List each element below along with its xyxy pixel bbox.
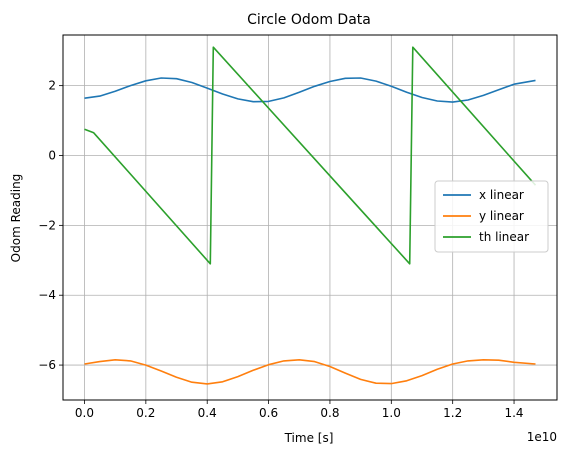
x-tick-label: 0.6 [259,406,278,420]
x-tick-label: 1.0 [382,406,401,420]
y-tick-label: −2 [38,218,56,232]
legend-label: x linear [479,188,524,202]
y-axis-label: Odom Reading [9,174,23,263]
y-axis-ticks: 2 0 −2 −4 −6 [38,79,63,372]
x-axis-label: Time [s] [284,431,334,445]
legend-label: th linear [479,230,529,244]
x-tick-label: 0.0 [75,406,94,420]
x-tick-label: 0.8 [320,406,339,420]
plot-frame [62,34,558,401]
legend-box [434,180,549,253]
series-line-th-linear [84,46,537,265]
x-tick-label: 1.2 [443,406,462,420]
x-tick-label: 1.4 [504,406,523,420]
x-tick-label: 0.2 [136,406,155,420]
series-line-x-linear [84,77,536,103]
legend: x linear y linear th linear [434,180,549,253]
series-line-y-linear [84,358,536,385]
y-tick-label: −6 [38,358,56,372]
y-tick-label: −4 [38,288,56,302]
y-tick-label: 0 [48,149,56,163]
legend-label: y linear [479,209,524,223]
x-axis-offset-label: 1e10 [527,430,557,444]
x-tick-label: 0.4 [198,406,217,420]
series-lines [84,46,537,385]
x-axis-ticks: 0.0 0.2 0.4 0.6 0.8 1.0 1.2 1.4 [75,400,524,420]
y-tick-label: 2 [48,79,56,93]
chart-title: Circle Odom Data [247,12,371,28]
